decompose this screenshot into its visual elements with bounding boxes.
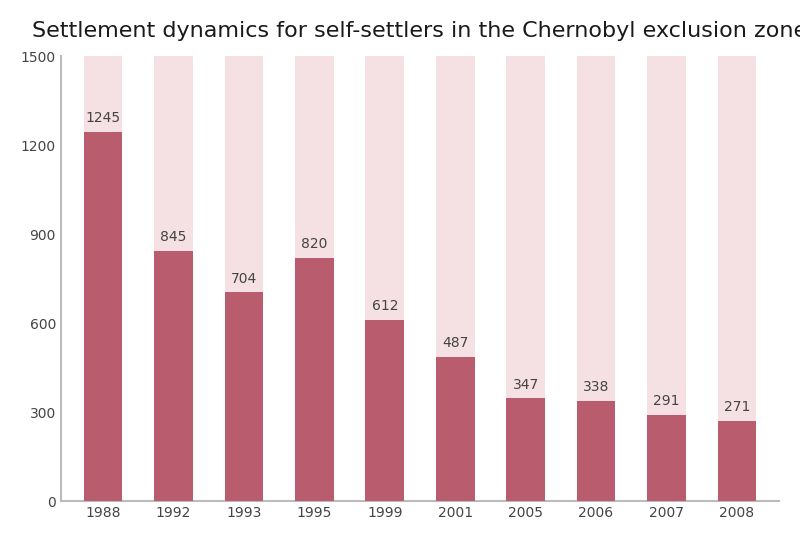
Bar <box>61 502 779 516</box>
Text: 487: 487 <box>442 337 468 350</box>
Bar <box>647 56 686 502</box>
Bar <box>718 421 756 502</box>
Text: 347: 347 <box>513 378 538 392</box>
Text: 612: 612 <box>371 299 398 313</box>
Bar <box>154 250 193 502</box>
Bar <box>225 56 263 502</box>
Bar <box>225 293 263 502</box>
Bar <box>366 56 404 502</box>
Text: 845: 845 <box>160 230 186 244</box>
Title: Settlement dynamics for self-settlers in the Chernobyl exclusion zone: Settlement dynamics for self-settlers in… <box>33 21 800 41</box>
Bar <box>577 56 615 502</box>
Bar <box>84 132 122 502</box>
Bar <box>295 56 334 502</box>
Bar <box>154 56 193 502</box>
Bar <box>436 56 474 502</box>
Text: 1245: 1245 <box>86 111 121 126</box>
Bar <box>577 401 615 502</box>
Bar <box>506 398 545 502</box>
Bar <box>436 357 474 502</box>
Text: 291: 291 <box>654 394 680 408</box>
Bar <box>295 258 334 502</box>
Bar <box>366 320 404 502</box>
Text: 820: 820 <box>301 237 327 252</box>
Bar <box>84 56 122 502</box>
Text: 271: 271 <box>724 400 750 414</box>
Text: 338: 338 <box>583 380 610 394</box>
Bar <box>506 56 545 502</box>
Bar <box>718 56 756 502</box>
Bar <box>647 415 686 502</box>
Text: 704: 704 <box>231 272 257 286</box>
